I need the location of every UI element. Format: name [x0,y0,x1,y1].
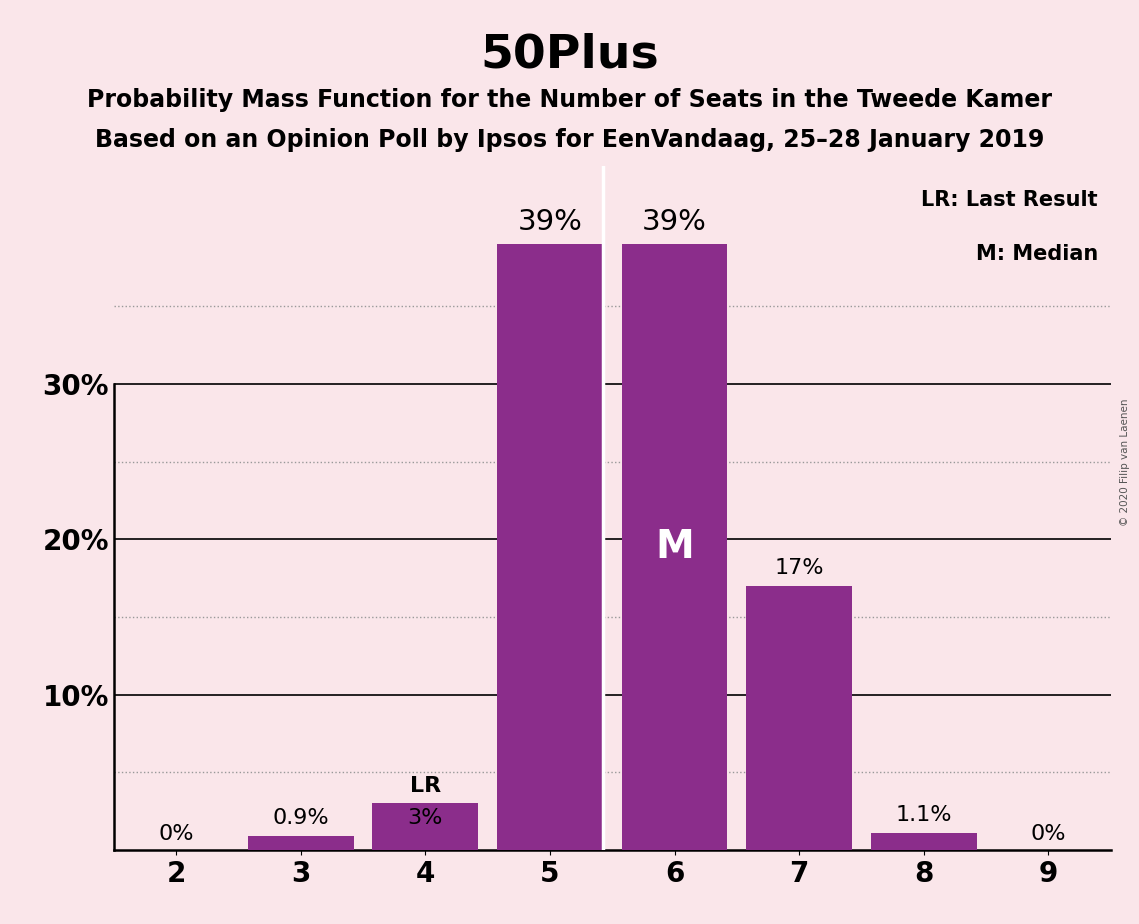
Text: 3%: 3% [408,808,443,828]
Bar [870,833,976,850]
Text: M: M [655,528,694,566]
Text: Based on an Opinion Poll by Ipsos for EenVandaag, 25–28 January 2019: Based on an Opinion Poll by Ipsos for Ee… [95,128,1044,152]
Text: 17%: 17% [775,558,823,578]
Text: 0.9%: 0.9% [272,808,329,828]
Text: © 2020 Filip van Laenen: © 2020 Filip van Laenen [1120,398,1130,526]
Text: Probability Mass Function for the Number of Seats in the Tweede Kamer: Probability Mass Function for the Number… [87,88,1052,112]
Text: 1.1%: 1.1% [895,805,952,825]
Bar [622,244,728,850]
Text: 50Plus: 50Plus [481,32,658,78]
Text: 39%: 39% [642,208,707,237]
Text: LR: Last Result: LR: Last Result [921,189,1098,210]
Bar [248,836,354,850]
Text: 0%: 0% [1031,824,1066,844]
Bar [372,804,478,850]
Text: 0%: 0% [158,824,194,844]
Bar [497,244,603,850]
Text: LR: LR [410,775,441,796]
Text: M: Median: M: Median [976,244,1098,264]
Bar [746,586,852,850]
Text: 39%: 39% [517,208,582,237]
